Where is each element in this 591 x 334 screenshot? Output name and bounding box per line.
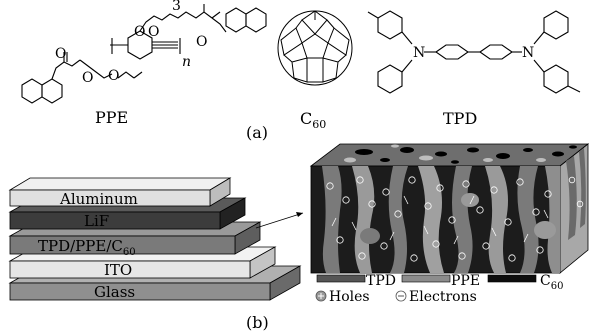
legend-label-holes: Holes — [329, 289, 370, 305]
legend-label-c60: C60 — [540, 273, 563, 292]
tpd-structure — [367, 10, 581, 94]
electrons-symbol-icon — [395, 290, 407, 302]
block-top-face — [309, 143, 590, 167]
legend-label-ppe: PPE — [451, 273, 480, 289]
legend-swatch-tpd — [316, 274, 366, 283]
ppe-ether-chain-left — [79, 59, 113, 79]
legend-swatch-c60 — [487, 274, 537, 283]
carrier-arrows — [331, 195, 549, 245]
ppe-label: PPE — [95, 108, 128, 127]
layer-label-active: TPD/PPE/C60 — [38, 237, 136, 258]
ppe-chain-left — [51, 59, 81, 80]
panel-a-label: (a) — [246, 123, 268, 142]
ppe-repeat-n: n — [182, 54, 191, 70]
layer-label-ito: ITO — [104, 261, 132, 279]
ppe-structure — [21, 4, 267, 104]
ppe-naphthalene-left-ring2 — [41, 78, 63, 104]
carriers — [326, 176, 584, 262]
tpd-label: TPD — [443, 109, 477, 128]
legend-label-tpd: TPD — [366, 273, 396, 289]
ppe-naphthalene-right-ring2 — [245, 7, 267, 33]
ppe-atom-labels: O O O O O O n 3 — [55, 0, 207, 86]
ppe-atom-o: O — [108, 68, 119, 84]
ppe-atom-o: O — [55, 46, 66, 62]
ppe-atom-o: O — [148, 24, 159, 40]
ppe-atom-o: O — [134, 24, 145, 40]
tpd-atom-n: N — [413, 45, 425, 61]
legend: TPD PPE C60 Holes Electrons — [315, 273, 563, 305]
layer-glass — [9, 282, 271, 301]
layer-label-glass: Glass — [94, 283, 135, 301]
layer-ito — [9, 260, 251, 279]
ppe-atom-o: O — [196, 34, 207, 50]
device-stack — [8, 177, 302, 301]
ppe-ether-chain-right — [139, 11, 213, 32]
block-domains — [322, 166, 560, 273]
tpd-atom-n: N — [522, 45, 534, 61]
layer-label-lif: LiF — [84, 212, 109, 230]
ppe-naphthalene-left-ring1 — [21, 78, 43, 104]
holes-symbol-icon — [315, 290, 327, 302]
layer-aluminum — [9, 189, 211, 207]
morphology-block — [309, 143, 590, 274]
legend-swatch-ppe — [401, 274, 451, 283]
panel-b-label: (b) — [246, 313, 269, 332]
ppe-atom-o: O — [82, 70, 93, 86]
c60-structure — [277, 10, 353, 86]
layer-active — [9, 235, 236, 255]
legend-label-electrons: Electrons — [409, 289, 477, 305]
layer-lif — [9, 211, 221, 230]
ppe-repeat-3: 3 — [172, 0, 181, 14]
layer-label-aluminum: Aluminum — [59, 190, 138, 208]
c60-label: C60 — [300, 109, 326, 131]
device-layer-labels: Aluminum LiF TPD/PPE/C60 ITO Glass — [38, 190, 138, 301]
ppe-naphthalene-right-ring1 — [225, 7, 247, 33]
zoom-arrow — [255, 212, 304, 229]
